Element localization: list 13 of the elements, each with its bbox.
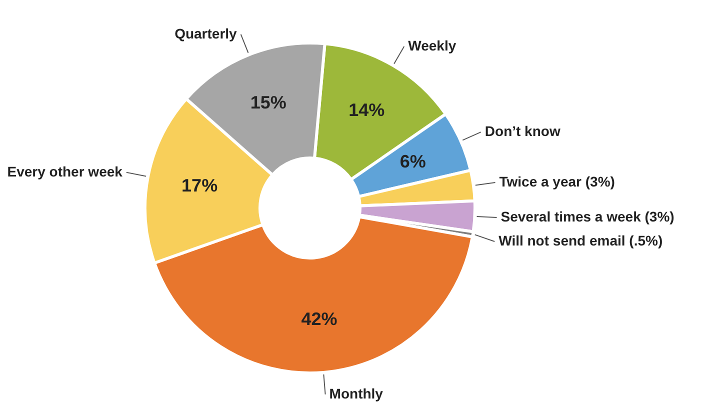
slice-label: Monthly [329, 385, 384, 402]
slice-label: Will not send email (.5%) [498, 232, 663, 249]
data-label: 14% [348, 100, 385, 120]
data-label: 15% [250, 92, 286, 112]
slice-label: Twice a year (3%) [499, 174, 615, 190]
slice-label: Several times a week (3%) [500, 208, 674, 225]
slice-label: Every other week [7, 163, 123, 180]
slice-label: Don’t know [484, 123, 560, 140]
slice-label: Quarterly [174, 25, 238, 42]
slice-label: Weekly [408, 37, 456, 54]
data-label: 6% [400, 151, 426, 172]
data-label: 17% [182, 176, 218, 196]
data-label: 42% [301, 309, 338, 330]
